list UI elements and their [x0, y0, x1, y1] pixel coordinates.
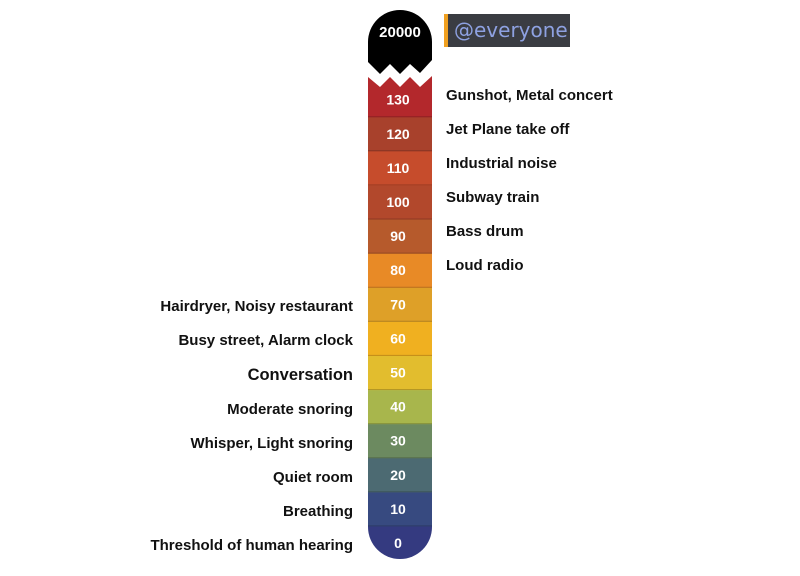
scale-band-130	[368, 88, 432, 118]
level-label-120: Jet Plane take off	[446, 120, 570, 138]
level-label-20: Quiet room	[272, 468, 353, 486]
scale-value-0: 0	[394, 535, 402, 551]
scale-value-120: 120	[386, 126, 410, 142]
scale-band-110	[368, 150, 432, 186]
scale-value-40: 40	[390, 399, 406, 415]
level-label-90: Bass drum	[446, 223, 524, 241]
scale-value-110: 110	[387, 160, 410, 176]
scale-value-70: 70	[390, 296, 406, 312]
scale-band-20	[368, 457, 432, 493]
top-cap-value: 20000	[379, 24, 421, 41]
level-label-30: Whisper, Light snoring	[190, 434, 354, 452]
level-label-50: Conversation	[247, 366, 353, 385]
scale-value-100: 100	[386, 194, 410, 210]
level-label-10: Breathing	[282, 502, 353, 520]
scale-value-80: 80	[390, 262, 406, 278]
scale-band-120	[368, 116, 432, 152]
everyone-mention[interactable]: @everyone	[444, 14, 570, 47]
scale-value-60: 60	[390, 330, 406, 346]
level-label-0: Threshold of human hearing	[150, 536, 353, 554]
scale-band-40	[368, 389, 432, 425]
scale-bands	[368, 88, 432, 559]
scale-band-10	[368, 491, 432, 527]
scale-value-10: 10	[390, 501, 406, 517]
top-cap: 20000	[368, 10, 432, 88]
level-label-70: Hairdryer, Noisy restaurant	[160, 298, 353, 316]
level-label-100: Subway train	[446, 188, 540, 206]
mention-text: @everyone	[454, 18, 568, 42]
scale-band-70	[368, 287, 432, 322]
scale-band-60	[368, 321, 432, 356]
scale-band-100	[368, 184, 432, 220]
scale-value-130: 130	[386, 92, 410, 108]
scale-band-90	[368, 219, 432, 254]
level-label-80: Loud radio	[446, 257, 524, 275]
scale-band-30	[368, 423, 432, 459]
level-label-40: Moderate snoring	[227, 400, 353, 418]
scale-value-30: 30	[390, 433, 406, 449]
scale-values: 0 10 20 30 40 50 60 70 80 90 100 110 120 130	[386, 92, 410, 551]
level-label-130: Gunshot, Metal concert	[446, 86, 613, 104]
level-label-60: Busy street, Alarm clock	[178, 332, 353, 350]
scale-value-90: 90	[390, 228, 406, 244]
scale-band-50	[368, 355, 432, 391]
level-label-110: Industrial noise	[446, 154, 557, 172]
scale-band-80	[368, 253, 432, 288]
scale-value-20: 20	[390, 467, 406, 483]
scale-value-50: 50	[390, 364, 406, 380]
